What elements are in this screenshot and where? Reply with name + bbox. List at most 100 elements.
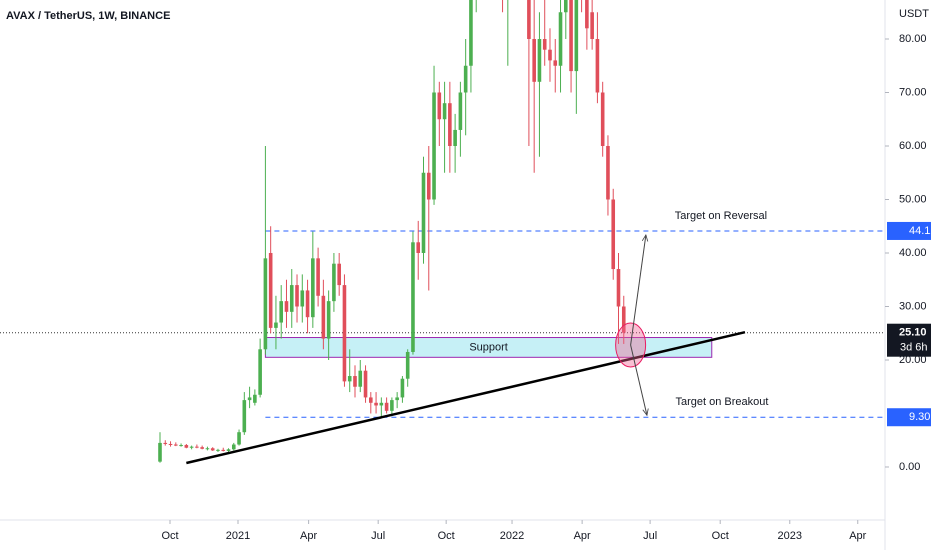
target-arrow — [630, 344, 647, 415]
x-tick-label: 2023 — [778, 530, 802, 542]
candle-body — [611, 199, 616, 270]
y-tick-label: 50.00 — [899, 193, 927, 205]
candle-body — [453, 129, 457, 146]
x-tick-label: Jul — [643, 530, 657, 542]
candle-body — [374, 402, 378, 406]
candle-body — [411, 242, 415, 352]
y-tick-label: 0.00 — [899, 461, 920, 473]
x-tick-label: Oct — [438, 530, 455, 542]
y-tick-label: 80.00 — [899, 33, 927, 45]
candle-body — [158, 442, 162, 462]
candle-body — [448, 103, 452, 146]
y-tick-label: 70.00 — [899, 86, 927, 98]
countdown-label: 3d 6h — [900, 342, 928, 354]
x-tick-label: Apr — [849, 530, 866, 542]
candle-body — [284, 301, 289, 312]
candle-body — [548, 49, 552, 61]
target-price-box — [887, 221, 931, 240]
candle-body — [347, 376, 352, 382]
candle-body — [574, 0, 579, 72]
candle-body — [163, 442, 168, 444]
candle-body — [174, 444, 178, 446]
candle-body — [542, 39, 547, 50]
trendline — [186, 330, 746, 465]
candle-body — [384, 402, 389, 411]
x-tick-label: 2021 — [226, 530, 250, 542]
chart-title: AVAX / TetherUS, 1W, BINANCE — [6, 10, 170, 22]
candle-body — [300, 290, 305, 307]
candle-body — [326, 301, 331, 339]
candle-body — [553, 60, 558, 66]
last-price-label: 25.10 — [899, 327, 927, 339]
x-tick-label: Apr — [300, 530, 317, 542]
candle-body — [585, 0, 589, 29]
candle-body — [205, 448, 210, 450]
candle-body — [590, 12, 594, 39]
candle-body — [253, 394, 257, 403]
candle-body — [621, 306, 626, 333]
candle-body — [600, 92, 605, 146]
x-tick-label: Oct — [712, 530, 729, 542]
candle-body — [316, 258, 320, 296]
candle-body — [463, 65, 468, 93]
candle-body — [527, 0, 531, 39]
x-tick-label: Oct — [161, 530, 178, 542]
candle-body — [258, 349, 262, 395]
plot-area: Support Target on Reversal Target on Break… — [0, 0, 885, 465]
candle-body — [421, 172, 426, 253]
candle-body — [400, 378, 405, 398]
candle-body — [458, 92, 463, 130]
candle-body — [337, 263, 341, 286]
candle-body — [237, 432, 241, 445]
candle-body — [200, 447, 204, 449]
candle-body — [558, 12, 563, 66]
x-tick-label: Jul — [371, 530, 385, 542]
candle-body — [289, 285, 294, 312]
candle-body — [179, 445, 183, 447]
candle-body — [216, 449, 220, 451]
candle-body — [184, 445, 189, 448]
candle-body — [189, 446, 194, 448]
candle-body — [379, 402, 384, 406]
candle-body — [532, 39, 536, 82]
candle-body — [563, 0, 568, 13]
candle-body — [416, 242, 421, 253]
candle-body — [369, 397, 373, 403]
candle-body — [432, 92, 436, 200]
last-price-box — [887, 323, 931, 357]
candle-body — [168, 443, 173, 445]
candle-body — [210, 448, 215, 451]
target-label: Target on Breakout — [675, 396, 768, 408]
y-tick-label: 20.00 — [899, 354, 927, 366]
target-price-box — [887, 408, 931, 427]
candle-body — [226, 449, 231, 451]
target-price-label: 9.30 — [909, 411, 930, 423]
candle-body — [311, 258, 315, 318]
candle-body — [616, 269, 621, 307]
candle-body — [390, 400, 394, 411]
target-label: Target on Reversal — [675, 210, 767, 222]
candle-body — [437, 92, 442, 120]
candle-body — [358, 370, 363, 387]
candle-body — [426, 172, 431, 200]
candle-body — [442, 103, 447, 120]
candle-body — [353, 376, 357, 387]
support-label: Support — [469, 341, 508, 353]
candle-body — [569, 0, 573, 72]
candle-body — [247, 397, 252, 401]
candle-body — [295, 285, 299, 307]
candle-body — [606, 145, 610, 200]
candle-body — [332, 263, 336, 302]
currency-label: USDT — [899, 8, 929, 20]
y-tick-label: 40.00 — [899, 247, 927, 259]
candle-body — [321, 295, 326, 339]
candle-body — [242, 400, 247, 433]
candle-body — [595, 39, 600, 93]
target-arrow — [630, 235, 646, 346]
candle-body — [305, 290, 310, 318]
candle-body — [274, 322, 278, 328]
y-tick-label: 60.00 — [899, 140, 927, 152]
candle-body — [537, 39, 542, 82]
